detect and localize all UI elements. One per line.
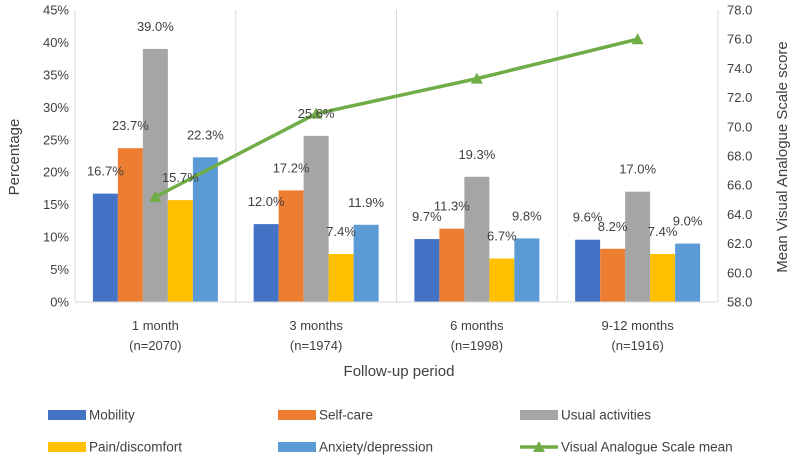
x-tick-label: (n=2070) <box>129 338 181 353</box>
bar-data-label: 12.0% <box>248 194 285 209</box>
bar-series <box>92 48 701 302</box>
bar-pain-discomfort <box>328 253 354 302</box>
y-tick-label: 35% <box>43 67 69 82</box>
y2-tick-label: 68.0 <box>727 149 752 164</box>
vas-point-marker <box>149 190 162 202</box>
vas-point-marker <box>631 33 644 45</box>
legend-swatch <box>278 410 316 420</box>
bar-mobility <box>253 224 279 302</box>
legend-label: Anxiety/depression <box>319 440 433 455</box>
bar-data-label: 16.7% <box>87 164 124 179</box>
bar-usual-activities <box>464 176 490 302</box>
bar-data-label: 7.4% <box>326 224 356 239</box>
legend-swatch <box>520 410 558 420</box>
x-tick-label: (n=1998) <box>451 338 503 353</box>
y2-tick-label: 76.0 <box>727 32 752 47</box>
bar-data-label: 17.2% <box>273 160 310 175</box>
bar-anxiety-depression <box>675 243 701 302</box>
legend-swatch <box>278 442 316 452</box>
bar-anxiety-depression <box>514 238 540 302</box>
x-tick-label: (n=1974) <box>290 338 342 353</box>
bar-self-care <box>278 190 304 302</box>
bar-usual-activities <box>303 135 329 302</box>
bar-self-care <box>117 148 143 302</box>
bar-anxiety-depression <box>192 157 218 302</box>
legend: Mobility Self-care Usual activities Pain/di… <box>48 408 733 455</box>
y-axis-title: Percentage <box>6 119 23 196</box>
x-tick-label: 9-12 months <box>601 318 674 333</box>
y2-axis-title: Mean Visual Analogue Scale score <box>774 41 791 273</box>
bar-data-label: 9.7% <box>412 209 442 224</box>
y-tick-label: 0% <box>50 295 69 310</box>
plot-area: 16.7% 23.7% 39.0% 15.7% 22.3% 12.0% 17.2% 25.6%… <box>74 10 719 303</box>
bar-mobility <box>92 193 118 302</box>
vas-point-marker <box>470 72 483 84</box>
y-tick-label: 45% <box>43 3 69 18</box>
y2-tick-label: 62.0 <box>727 236 752 251</box>
x-axis-title: Follow-up period <box>344 363 455 380</box>
y-tick-label: 25% <box>43 132 69 147</box>
vas-line-series <box>149 33 644 202</box>
bar-data-label: 6.7% <box>487 229 517 244</box>
legend-swatch <box>48 410 86 420</box>
bar-pain-discomfort <box>650 253 676 302</box>
bar-pain-discomfort <box>489 258 515 302</box>
bar-data-labels: 16.7% 23.7% 39.0% 15.7% 22.3% 12.0% 17.2% 25.6%… <box>87 19 703 244</box>
bar-data-label: 39.0% <box>137 19 174 34</box>
legend-marker <box>533 441 545 452</box>
vas-line <box>154 37 639 199</box>
bar-anxiety-depression <box>353 224 379 302</box>
legend-label: Usual activities <box>561 408 651 423</box>
bar-data-label: 19.3% <box>458 147 495 162</box>
bar-usual-activities <box>625 191 651 302</box>
y2-tick-label: 74.0 <box>727 61 752 76</box>
y-tick-label: 40% <box>43 35 69 50</box>
bar-data-label: 23.7% <box>112 118 149 133</box>
x-tick-label: 6 months <box>450 318 504 333</box>
bar-mobility <box>414 239 440 302</box>
bar-data-label: 9.6% <box>573 210 603 225</box>
bar-data-label: 9.0% <box>673 214 703 229</box>
y-tick-label: 15% <box>43 197 69 212</box>
bar-mobility <box>575 239 601 302</box>
bar-self-care <box>600 248 626 302</box>
y-tick-label: 20% <box>43 165 69 180</box>
bar-data-label: 8.2% <box>598 219 628 234</box>
bar-data-label: 15.7% <box>162 170 199 185</box>
legend-label: Pain/discomfort <box>89 440 182 455</box>
y-tick-label: 5% <box>50 262 69 277</box>
y2-tick-label: 64.0 <box>727 207 752 222</box>
legend-label: Visual Analogue Scale mean <box>561 440 733 455</box>
y2-tick-label: 70.0 <box>727 119 752 134</box>
x-tick-label: 1 month <box>132 318 179 333</box>
bar-data-label: 25.6% <box>298 106 335 121</box>
bar-pain-discomfort <box>167 200 193 302</box>
vas-point-marker <box>310 107 323 119</box>
y2-tick-label: 72.0 <box>727 90 752 105</box>
bar-self-care <box>439 228 465 302</box>
bar-data-label: 22.3% <box>187 127 224 142</box>
bar-data-label: 11.9% <box>348 195 384 210</box>
y2-tick-label: 58.0 <box>727 295 752 310</box>
x-tick-label: 3 months <box>289 318 343 333</box>
left-axis-ticks: 0% 5% 10% 15% 20% 25% 30% 35% 40% 45% <box>43 3 69 310</box>
bar-data-label: 7.4% <box>648 224 678 239</box>
category-axis-labels: 1 month (n=2070) 3 months (n=1974) 6 months (… <box>129 318 674 353</box>
y2-tick-label: 78.0 <box>727 3 752 18</box>
x-tick-label: (n=1916) <box>611 338 663 353</box>
y2-tick-label: 60.0 <box>727 265 752 280</box>
legend-label: Self-care <box>319 408 373 423</box>
y-tick-label: 30% <box>43 100 69 115</box>
y2-tick-label: 66.0 <box>727 178 752 193</box>
legend-swatch <box>48 442 86 452</box>
bar-usual-activities <box>142 48 168 302</box>
bar-data-label: 9.8% <box>512 208 542 223</box>
legend-label: Mobility <box>89 408 135 423</box>
bar-data-label: 11.3% <box>434 199 470 214</box>
y-tick-label: 10% <box>43 230 69 245</box>
right-axis-ticks: 58.0 60.0 62.0 64.0 66.0 68.0 70.0 72.0 74.0 76.0… <box>727 3 752 310</box>
bar-data-label: 17.0% <box>619 162 656 177</box>
